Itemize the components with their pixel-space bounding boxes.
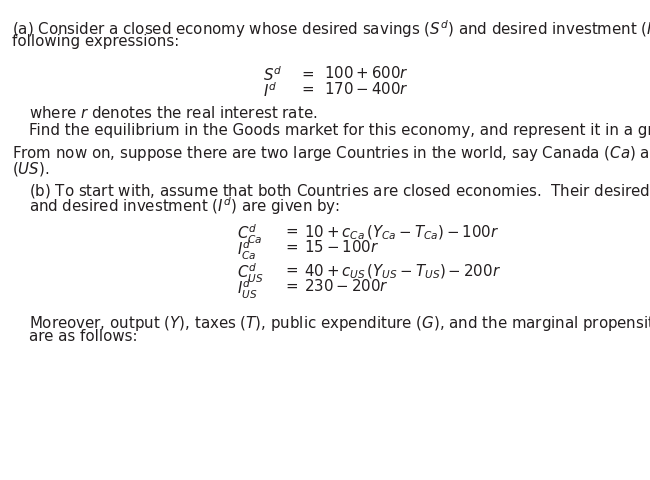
Text: $=$: $=$	[283, 223, 298, 238]
Text: $C^d_{Ca}$: $C^d_{Ca}$	[237, 223, 263, 246]
Text: $=$: $=$	[283, 262, 298, 276]
Text: $40 + c_{US}\,(Y_{US} - T_{US}) - 200r$: $40 + c_{US}\,(Y_{US} - T_{US}) - 200r$	[304, 262, 501, 280]
Text: $I^d_{Ca}$: $I^d_{Ca}$	[237, 238, 257, 261]
Text: $S^d$: $S^d$	[263, 65, 283, 84]
Text: (a) Consider a closed economy whose desired savings ($S^d$) and desired investme: (a) Consider a closed economy whose desi…	[12, 18, 650, 40]
Text: $=$: $=$	[283, 277, 298, 292]
Text: $I^d_{US}$: $I^d_{US}$	[237, 277, 257, 300]
Text: and desired investment ($I^d$) are given by:: and desired investment ($I^d$) are given…	[29, 195, 341, 217]
Text: $=$: $=$	[283, 238, 298, 253]
Text: $10 + c_{Ca}\,(Y_{Ca} - T_{Ca}) - 100r$: $10 + c_{Ca}\,(Y_{Ca} - T_{Ca}) - 100r$	[304, 223, 499, 241]
Text: $C^d_{US}$: $C^d_{US}$	[237, 262, 264, 285]
Text: Moreover, output ($Y$), taxes ($T$), public expenditure ($G$), and the marginal : Moreover, output ($Y$), taxes ($T$), pub…	[29, 313, 650, 332]
Text: $=$: $=$	[299, 81, 315, 96]
Text: (b) To start with, assume that both Countries are closed economies.  Their desir: (b) To start with, assume that both Coun…	[29, 180, 650, 202]
Text: where $r$ denotes the real interest rate.: where $r$ denotes the real interest rate…	[29, 105, 318, 120]
Text: Find the equilibrium in the Goods market for this economy, and represent it in a: Find the equilibrium in the Goods market…	[29, 123, 650, 138]
Text: $15 - 100r$: $15 - 100r$	[304, 238, 379, 254]
Text: ($US$).: ($US$).	[12, 159, 49, 177]
Text: $=$: $=$	[299, 65, 315, 80]
Text: $I^d$: $I^d$	[263, 81, 278, 99]
Text: $230 - 200r$: $230 - 200r$	[304, 277, 389, 293]
Text: $170 - 400r$: $170 - 400r$	[324, 81, 408, 96]
Text: are as follows:: are as follows:	[29, 328, 138, 343]
Text: $100 + 600r$: $100 + 600r$	[324, 65, 408, 81]
Text: following expressions:: following expressions:	[12, 34, 179, 48]
Text: From now on, suppose there are two large Countries in the world, say Canada ($Ca: From now on, suppose there are two large…	[12, 144, 650, 163]
